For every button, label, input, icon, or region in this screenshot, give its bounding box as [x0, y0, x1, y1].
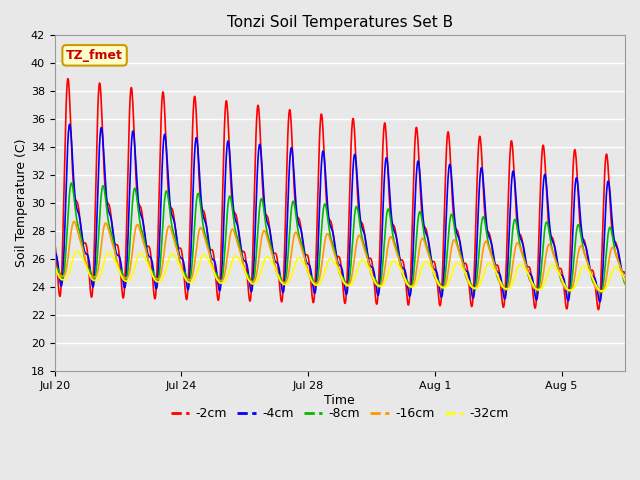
Legend: -2cm, -4cm, -8cm, -16cm, -32cm: -2cm, -4cm, -8cm, -16cm, -32cm [166, 402, 514, 425]
Title: Tonzi Soil Temperatures Set B: Tonzi Soil Temperatures Set B [227, 15, 453, 30]
Text: TZ_fmet: TZ_fmet [66, 49, 123, 62]
Y-axis label: Soil Temperature (C): Soil Temperature (C) [15, 139, 28, 267]
X-axis label: Time: Time [324, 394, 355, 407]
